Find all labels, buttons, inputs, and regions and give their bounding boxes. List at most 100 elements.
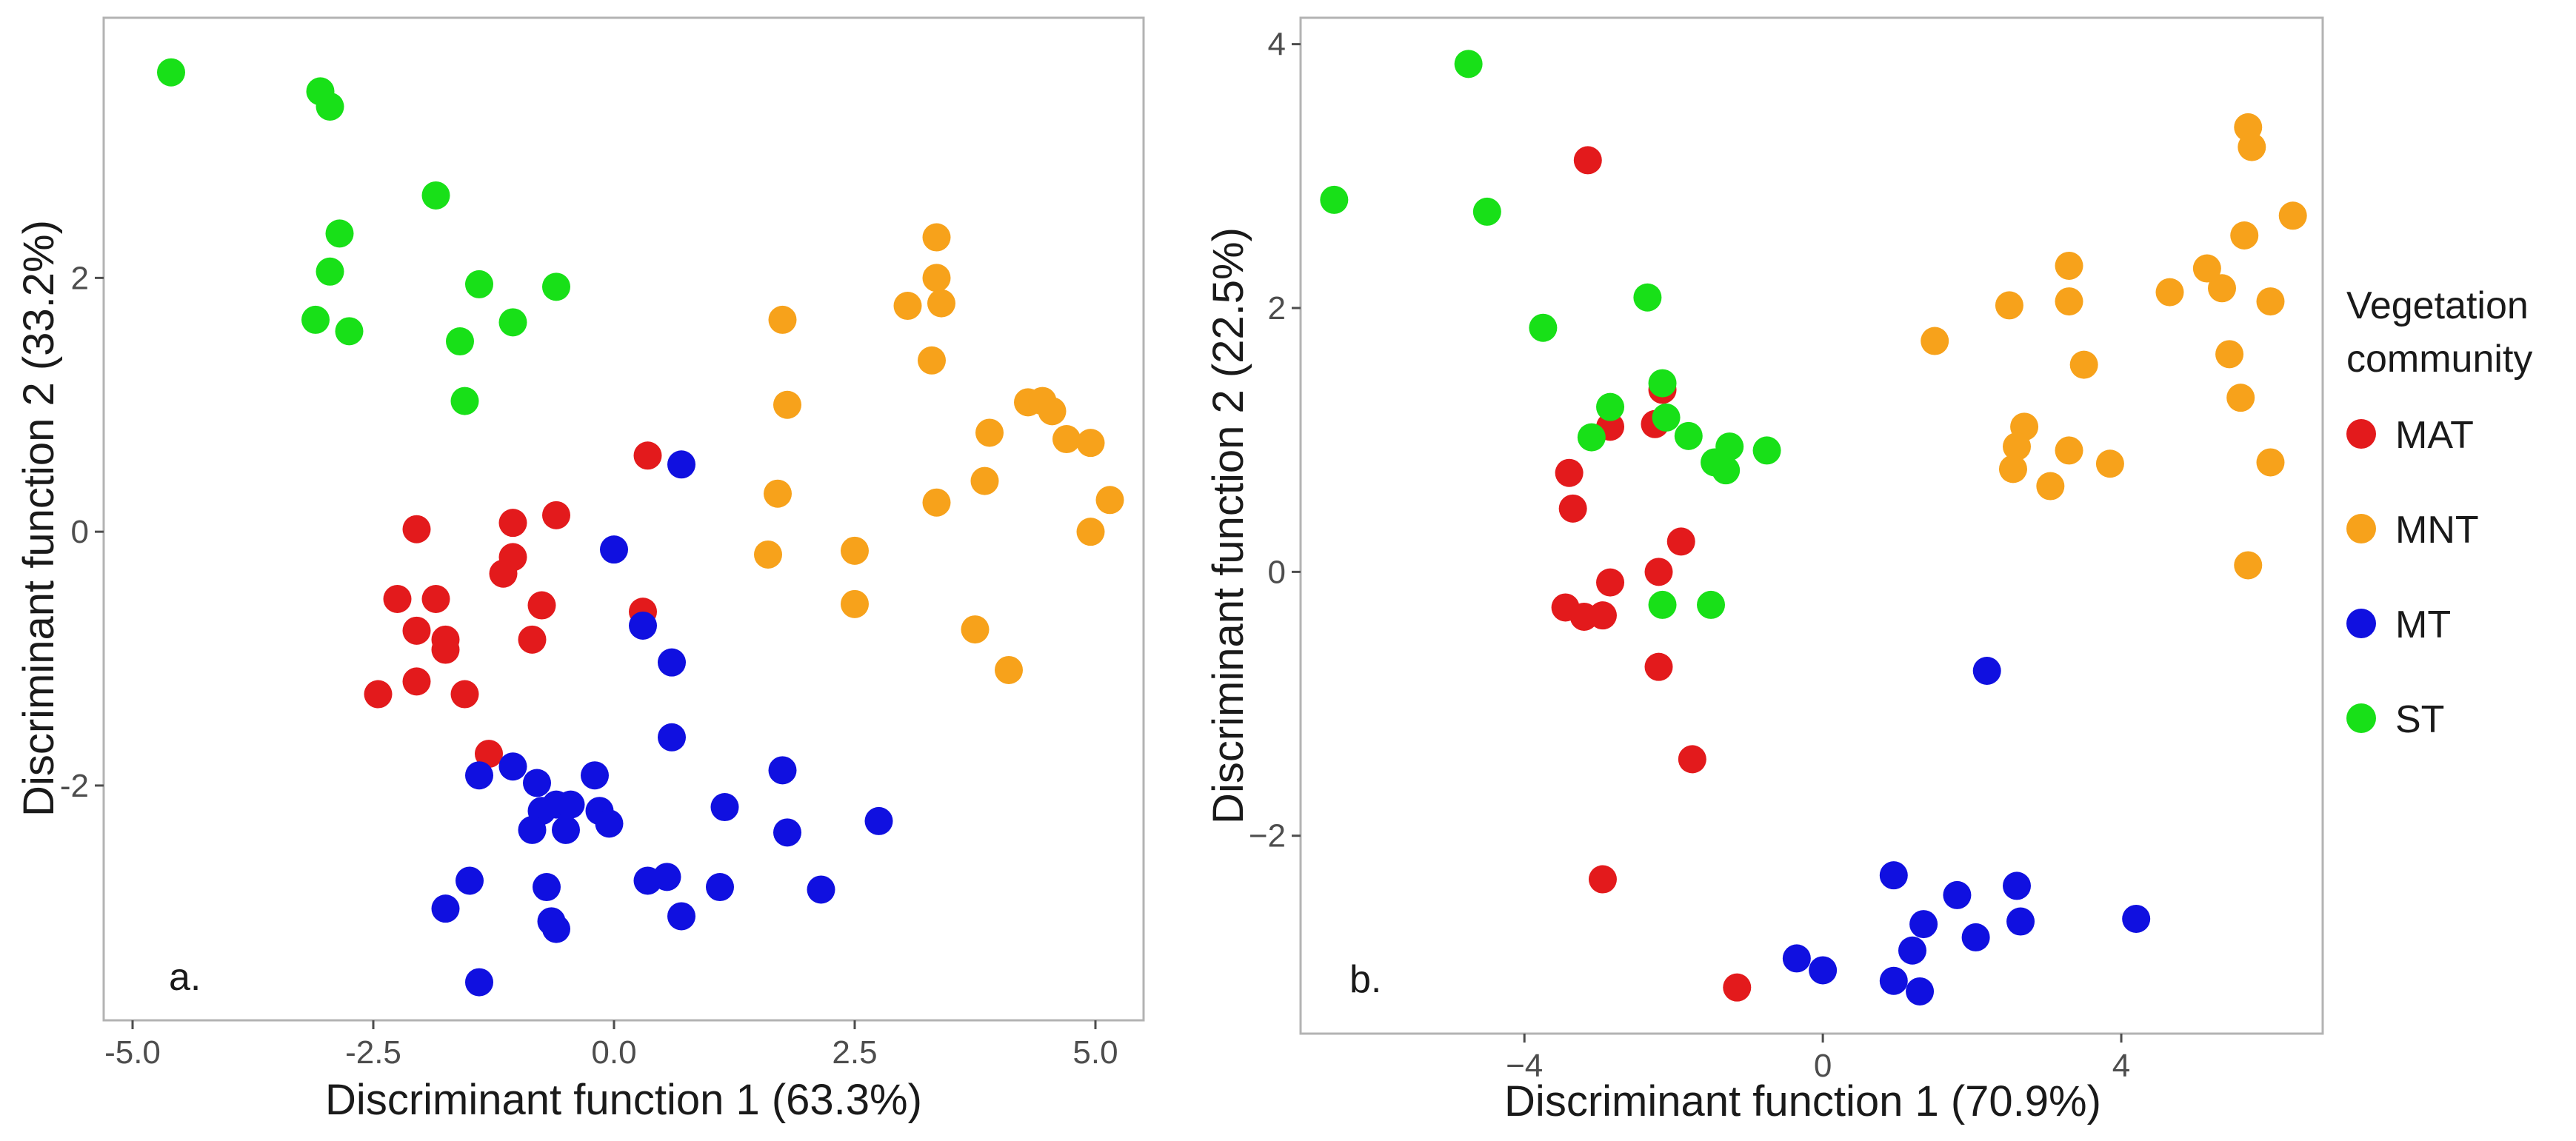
panel-b-point-st — [1320, 185, 1349, 214]
panel-a-point-mt — [864, 806, 893, 835]
panel-b-x-tick-label: 0 — [1814, 1048, 1832, 1084]
panel-a-point-mt — [667, 450, 695, 479]
panel-b-point-st — [1472, 197, 1501, 226]
panel-b-point-mnt — [1995, 291, 2023, 320]
legend-label-mt: MT — [2395, 603, 2451, 646]
panel-a-label: a. — [169, 956, 201, 999]
panel-a-point-mt — [595, 809, 624, 838]
panel-a-point-mat — [489, 559, 518, 588]
panel-a-point-mnt — [1076, 518, 1105, 546]
panel-a-point-mnt — [1038, 397, 1067, 426]
panel-a-point-mt — [542, 914, 570, 943]
panel-a-point-mat — [402, 515, 431, 543]
panel-b-point-mnt — [2234, 551, 2263, 580]
panel-b-point-mnt — [2278, 201, 2307, 230]
panel-b-point-mat — [1644, 652, 1673, 681]
panel-a-y-axis-title: Discriminant function 2 (33.2%) — [15, 220, 63, 817]
panel-a-point-mat — [402, 667, 431, 696]
legend-label-mnt: MNT — [2395, 509, 2479, 552]
panel-b-point-mnt — [2055, 251, 2083, 280]
panel-b-point-mnt — [2036, 472, 2065, 501]
panel-b-point-mt — [1909, 910, 1938, 939]
panel-a-point-mnt — [754, 540, 782, 569]
panel-a-point-mt — [768, 756, 797, 785]
panel-b-point-mt — [1898, 936, 1926, 965]
panel-b-point-mt — [1972, 657, 2001, 685]
panel-a-point-mat — [633, 441, 662, 470]
panel-a-plot-border — [102, 16, 1145, 1022]
panel-a-point-mt — [552, 815, 580, 844]
panel-b-data-points — [1320, 50, 2307, 1006]
panel-a-point-mt — [807, 875, 835, 904]
panel-a-x-axis-title: Discriminant function 1 (63.3%) — [325, 1076, 922, 1124]
panel-b-x-axis-ticks: −4 0 4 — [1506, 1034, 2130, 1084]
panel-a-x-axis-ticks: -5.0 -2.5 0.0 2.5 5.0 — [104, 1020, 1118, 1071]
panel-b-point-st — [1752, 436, 1781, 465]
panel-b-point-st — [1697, 590, 1726, 619]
panel-b-point-mt — [2006, 907, 2035, 936]
panel-b-point-mat — [1723, 973, 1752, 1002]
panel-b-point-mnt — [2055, 436, 2083, 465]
panel-b-point-st — [1648, 369, 1677, 398]
panel-b-plot-border — [1299, 16, 2324, 1035]
panel-b-x-tick-label: −4 — [1506, 1048, 1543, 1084]
panel-a-point-mat — [527, 591, 556, 620]
legend-title-line-2: community — [2346, 338, 2532, 381]
panel-b-point-mat — [1644, 558, 1673, 586]
panel-a-point-mt — [653, 863, 681, 891]
panel-a-point-mat — [402, 616, 431, 645]
panel-a-point-mt — [523, 769, 551, 797]
panel-a-point-mnt — [922, 223, 951, 252]
panel-a-point-st — [325, 219, 354, 248]
panel-b-point-mt — [1879, 966, 1908, 995]
panel-a-x-tick-label: 2.5 — [832, 1034, 877, 1071]
legend-key-mat — [2346, 419, 2376, 449]
panel-a-y-axis-ticks: -2 0 2 — [60, 260, 104, 804]
panel-a-point-mnt — [922, 488, 951, 517]
panel-a-x-tick-label: 0.0 — [591, 1034, 636, 1071]
panel-a-point-mat — [383, 584, 412, 613]
panel-b-y-tick-label: 4 — [1268, 27, 1286, 63]
panel-b-y-axis-title: Discriminant function 2 (22.5%) — [1204, 227, 1252, 824]
panel-a-point-mt — [533, 873, 561, 902]
panel-b-point-mnt — [2230, 221, 2259, 250]
panel-b-point-mt — [1809, 956, 1838, 985]
panel-b-point-st — [1454, 50, 1483, 78]
panel-a-point-mnt — [975, 418, 1004, 447]
panel-b-point-mat — [1588, 601, 1617, 630]
panel-b-point-mat — [1678, 745, 1706, 774]
panel-b-point-st — [1633, 283, 1662, 312]
panel-b-point-mt — [1961, 923, 1990, 951]
panel-b-point-mnt — [2256, 448, 2285, 477]
panel-b-point-mnt — [2095, 449, 2124, 478]
panel-a-point-st — [316, 257, 344, 286]
panel-b-point-mnt — [2256, 287, 2285, 316]
panel-a-point-mnt — [1095, 486, 1124, 515]
panel-a-point-mat — [421, 584, 450, 613]
panel-a-point-mnt — [841, 589, 869, 618]
panel-a-y-tick-label: 2 — [71, 260, 89, 296]
panel-b-point-mnt — [1998, 455, 2027, 483]
panel-a-point-st — [465, 270, 493, 298]
panel-a-point-mnt — [1052, 425, 1081, 454]
panel-b-point-mnt — [2226, 384, 2255, 412]
panel-b-point-mat — [1596, 568, 1625, 597]
panel-a-point-mnt — [893, 292, 922, 321]
panel-b-point-mt — [2122, 904, 2151, 933]
panel-a-point-mt — [431, 894, 460, 923]
panel-b-point-st — [1529, 313, 1558, 342]
panel-b: −4 0 4 −2 0 2 4 b. Discriminant function 1 (7… — [1204, 16, 2324, 1125]
panel-b-point-mnt — [2192, 254, 2221, 283]
panel-a-point-mnt — [922, 264, 951, 292]
panel-b-point-mt — [1943, 880, 1972, 909]
panel-a-point-mt — [498, 752, 527, 781]
panel-b-point-mt — [2003, 871, 2032, 900]
panel-a-point-mnt — [768, 305, 797, 334]
panel-b-y-tick-label: 0 — [1268, 554, 1286, 590]
panel-a-point-mat — [364, 680, 393, 709]
panel-b-y-tick-label: 2 — [1268, 290, 1286, 327]
panel-b-point-mnt — [2069, 350, 2098, 379]
panel-b-point-st — [1712, 456, 1741, 485]
panel-a-point-mnt — [773, 390, 801, 419]
legend-label-mat: MAT — [2395, 414, 2474, 457]
